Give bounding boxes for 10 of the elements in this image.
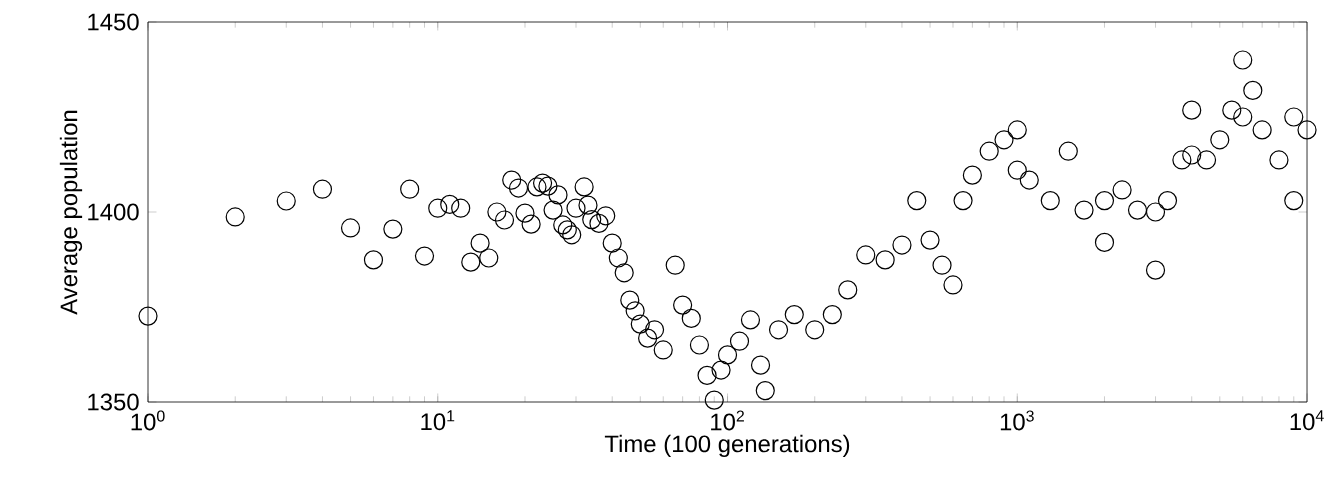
x-tick-label: 10$^{0}$ [131,410,165,431]
x-tick-label: 10$^{3}$ [1000,410,1034,431]
x-tick-label: 10$^{4}$ [1290,410,1324,431]
y-axis-title: Average population [59,110,83,315]
y-tick-label: 1400 [88,203,139,221]
x-axis-title: Time (100 generations) [604,434,850,458]
x-tick-label: 10$^{1}$ [421,410,455,431]
x-tick-label: 10$^{2}$ [711,410,744,431]
y-tick-label: 1450 [88,13,139,31]
y-tick-label: 1350 [88,393,139,411]
